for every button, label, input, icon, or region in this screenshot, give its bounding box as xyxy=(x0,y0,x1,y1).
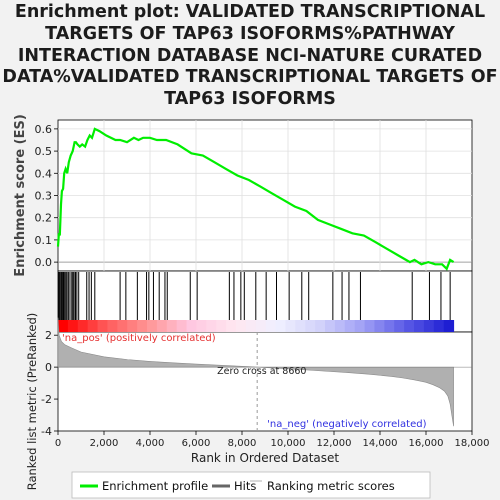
rank-color-band xyxy=(107,320,118,332)
rank-color-band xyxy=(255,320,267,332)
ranked-ytick-label: 2 xyxy=(45,329,52,342)
xtick-label: 10,000 xyxy=(271,438,306,449)
es-ytick-label: 0.6 xyxy=(35,123,53,136)
rank-color-band xyxy=(137,320,148,332)
rank-color-band xyxy=(236,320,247,332)
rank-color-band xyxy=(404,320,415,332)
xtick-label: 18,000 xyxy=(455,438,490,449)
rank-color-band xyxy=(394,320,405,332)
title-line: INTERACTION DATABASE NCI-NATURE CURATED xyxy=(17,45,483,66)
rank-color-band xyxy=(166,320,178,332)
es-ytick-label: 0.5 xyxy=(35,145,53,158)
rank-color-band xyxy=(67,320,79,332)
es-ylabel: Enrichment score (ES) xyxy=(13,114,28,277)
rank-color-band xyxy=(77,320,89,332)
xtick-label: 12,000 xyxy=(317,438,352,449)
rank-color-band xyxy=(265,320,277,332)
xtick-label: 8,000 xyxy=(228,438,257,449)
rank-color-band xyxy=(285,320,296,332)
es-ytick-label: 0.4 xyxy=(35,167,53,180)
positive-correlation-label: 'na_pos' (positively correlated) xyxy=(62,333,216,344)
title-line: TAP63 ISOFORMS xyxy=(164,89,336,110)
rank-color-band xyxy=(275,320,286,332)
rank-color-band xyxy=(414,320,425,332)
rank-color-band xyxy=(97,320,108,332)
rank-color-band xyxy=(117,320,128,332)
xtick-label: 16,000 xyxy=(409,438,444,449)
rank-color-band xyxy=(305,320,316,332)
rank-color-band xyxy=(196,320,207,332)
rank-color-band xyxy=(216,320,227,332)
rank-color-band xyxy=(147,320,158,332)
rank-color-band xyxy=(364,320,375,332)
rank-color-band xyxy=(295,320,306,332)
rank-color-band xyxy=(176,320,188,332)
legend-label-hits: Hits xyxy=(234,479,256,493)
xtick-label: 14,000 xyxy=(363,438,398,449)
xtick-label: 2,000 xyxy=(90,438,119,449)
rank-color-band xyxy=(58,320,69,332)
es-ytick-label: 0.3 xyxy=(35,190,53,203)
ranked-ytick-label: -4 xyxy=(41,425,52,438)
enrichment-profile-line xyxy=(56,127,455,271)
ranked-ytick-label: -2 xyxy=(41,393,52,406)
title-line: Enrichment plot: VALIDATED TRANSCRIPTION… xyxy=(14,2,486,22)
xtick-label: 0 xyxy=(55,438,61,449)
rank-color-band xyxy=(226,320,237,332)
rank-color-band xyxy=(245,320,257,332)
rank-color-band xyxy=(315,320,326,332)
rank-color-band xyxy=(334,320,346,332)
xtick-label: 6,000 xyxy=(182,438,211,449)
legend-label-ranking: Ranking metric scores xyxy=(267,479,395,493)
xtick-label: 4,000 xyxy=(136,438,165,449)
legend-box xyxy=(71,471,431,499)
rank-color-band xyxy=(384,320,395,332)
legend-label-enrichment: Enrichment profile xyxy=(102,479,208,493)
rank-color-band xyxy=(206,320,217,332)
rank-color-band xyxy=(374,320,385,332)
ranking-metric-area xyxy=(57,317,454,427)
xaxis-label: Rank in Ordered Dataset xyxy=(191,451,339,465)
rank-color-band xyxy=(325,320,336,332)
rank-color-band xyxy=(87,320,99,332)
ranked-ylabel: Ranked list metric (PreRanked) xyxy=(25,313,39,491)
es-ytick-label: 0.1 xyxy=(35,234,53,247)
rank-color-band xyxy=(127,320,138,332)
rank-color-band xyxy=(186,320,197,332)
rank-color-band xyxy=(423,320,435,332)
es-ytick-label: 0.2 xyxy=(35,212,53,225)
rank-color-band xyxy=(443,320,455,332)
rank-color-band xyxy=(344,320,356,332)
rank-color-band xyxy=(354,320,366,332)
es-ytick-label: 0.0 xyxy=(35,256,53,269)
title-line: DATA%VALIDATED TRANSCRIPTIONAL TARGETS O… xyxy=(2,67,498,88)
title-line: TARGETS OF TAP63 ISOFORMS%PATHWAY xyxy=(45,23,455,44)
rank-color-band xyxy=(433,320,445,332)
ranked-panel-frame xyxy=(57,331,473,432)
chart-title: Enrichment plot: VALIDATED TRANSCRIPTION… xyxy=(0,2,500,111)
zero-cross-label: Zero cross at 8660 xyxy=(217,366,306,377)
ranked-ytick-label: 0 xyxy=(45,361,52,374)
rank-color-band xyxy=(156,320,168,332)
negative-correlation-label: 'na_neg' (negatively correlated) xyxy=(267,419,426,430)
